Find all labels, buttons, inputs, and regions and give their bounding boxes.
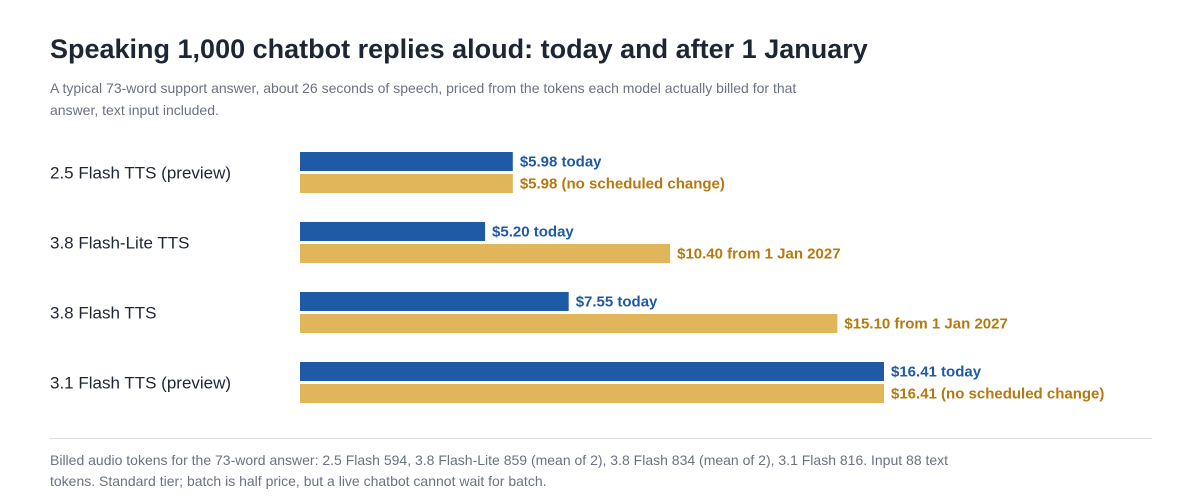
- bar-today-3-8-flash-tts: [300, 292, 569, 311]
- category-label: 3.1 Flash TTS (preview): [50, 374, 231, 393]
- bar-after-3-1-flash-tts-preview: [300, 384, 884, 403]
- data-label: $16.41 (no scheduled change): [891, 386, 1104, 403]
- bar-group-3-8-flash-tts: 3.8 Flash TTS $7.55 today $15.10 from 1 Ja…: [50, 292, 1008, 333]
- data-label: $10.40 from 1 Jan 2027: [677, 246, 840, 263]
- bar-group-2-5-flash-tts-preview: 2.5 Flash TTS (preview) $5.98 today $5.98 …: [50, 152, 725, 193]
- bar-group-3-1-flash-tts-preview: 3.1 Flash TTS (preview) $16.41 today $16.4…: [50, 362, 1104, 403]
- category-label: 2.5 Flash TTS (preview): [50, 164, 231, 183]
- category-label: 3.8 Flash TTS: [50, 304, 156, 323]
- footnote-divider: [50, 438, 1152, 439]
- bar-after-3-8-flash-lite-tts: [300, 244, 671, 263]
- bar-today-2-5-flash-tts-preview: [300, 152, 513, 171]
- bar-today-3-8-flash-lite-tts: [300, 222, 486, 241]
- bar-today-3-1-flash-tts-preview: [300, 362, 884, 381]
- bar-group-3-8-flash-lite-tts: 3.8 Flash-Lite TTS $5.20 today $10.40 from…: [50, 222, 841, 263]
- data-label: $15.10 from 1 Jan 2027: [844, 316, 1007, 333]
- bar-after-3-8-flash-tts: [300, 314, 838, 333]
- data-label: $5.20 today: [492, 224, 574, 241]
- footnote: Billed audio tokens for the 73-word answ…: [50, 452, 949, 489]
- data-label: $5.98 today: [520, 154, 602, 171]
- chart-subtitle: A typical 73-word support answer, about …: [50, 80, 797, 118]
- bar-chart: 2.5 Flash TTS (preview) $5.98 today $5.98 …: [50, 152, 1104, 403]
- category-label: 3.8 Flash-Lite TTS: [50, 234, 190, 253]
- data-label: $7.55 today: [576, 294, 658, 311]
- data-label: $16.41 today: [891, 364, 982, 381]
- data-label: $5.98 (no scheduled change): [520, 176, 725, 193]
- chart-title: Speaking 1,000 chatbot replies aloud: to…: [50, 34, 868, 64]
- bar-after-2-5-flash-tts-preview: [300, 174, 513, 193]
